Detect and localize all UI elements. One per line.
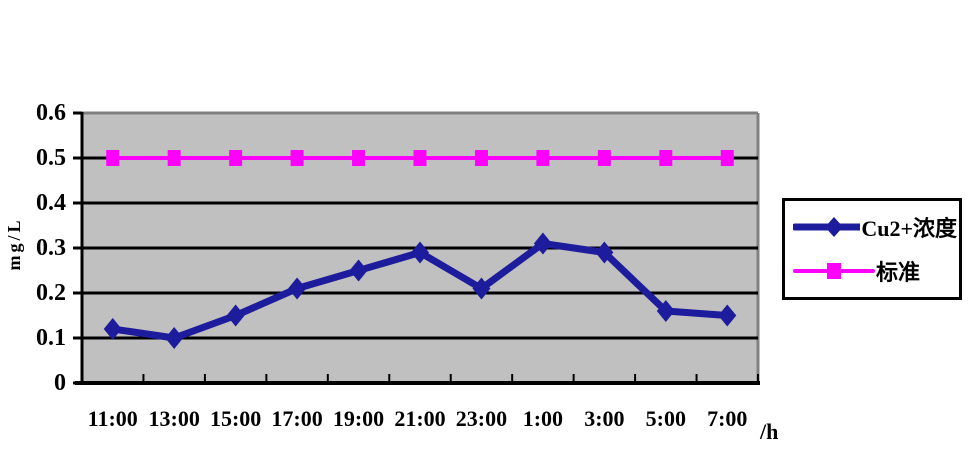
y-tick-label: 0.4	[36, 190, 66, 216]
x-tick-label: 21:00	[394, 406, 446, 431]
square-marker-icon	[793, 263, 875, 279]
legend-label: 标准	[876, 260, 921, 285]
legend-label: Cu2+浓度	[861, 216, 957, 241]
x-tick-label: 15:00	[209, 406, 262, 431]
diamond-marker-icon	[793, 217, 861, 237]
x-tick-label: 11:00	[87, 406, 138, 431]
y-tick-label: 0.2	[36, 280, 66, 306]
x-tick-label: 5:00	[645, 406, 686, 431]
x-tick-label: 1:00	[522, 406, 564, 431]
y-tick-label: 0.5	[36, 145, 66, 171]
legend-entry: Cu2+浓度	[793, 211, 957, 243]
x-tick-label: 17:00	[271, 406, 323, 431]
x-tick-label: 19:00	[332, 406, 385, 431]
x-axis-unit-label: /h	[760, 419, 779, 444]
x-tick-label: 7:00	[707, 406, 748, 431]
y-tick-label: 0	[54, 370, 66, 396]
x-tick-label: 13:00	[148, 406, 200, 431]
x-tick-label: 23:00	[455, 406, 508, 431]
y-tick-label: 0.6	[36, 100, 66, 126]
y-tick-label: 0.1	[36, 325, 66, 351]
legend: Cu2+浓度标准	[782, 198, 962, 300]
x-tick-label: 3:00	[584, 406, 625, 431]
y-tick-label: 0.3	[36, 235, 66, 261]
legend-entry: 标准	[793, 255, 957, 287]
